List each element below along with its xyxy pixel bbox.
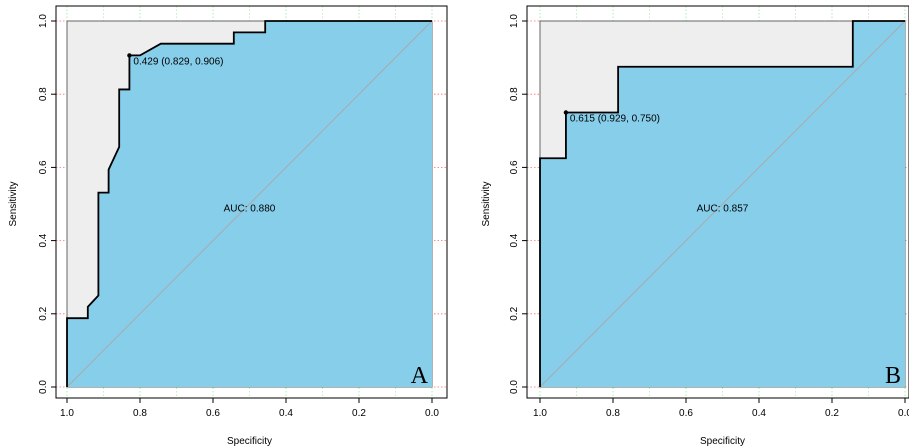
x-tick-label: 0.0 [898, 408, 909, 419]
x-axis-title: Specificity [227, 436, 272, 447]
best-threshold-point [563, 110, 569, 115]
y-tick-label: 0.8 [509, 87, 520, 101]
y-tick-label: 0.8 [38, 87, 49, 101]
x-tick-label: 0.4 [752, 408, 766, 419]
roc-panel-b: 0.615 (0.929, 0.750) AUC: 0.857 B 1.0 0.8 0.6… [481, 5, 909, 447]
y-tick-label: 1.0 [38, 14, 49, 28]
y-tick-label: 0.0 [38, 380, 49, 394]
x-tick-label: 0.6 [679, 408, 693, 419]
x-tick-label: 0.2 [825, 408, 839, 419]
x-axis-title: Specificity [700, 436, 745, 447]
roc-curve-line [539, 20, 905, 387]
best-threshold-label: 0.615 (0.929, 0.750) [570, 114, 660, 125]
x-tick-label: 0.8 [133, 408, 147, 419]
chance-diagonal-line [66, 20, 433, 388]
x-tick-label: 1.0 [533, 408, 547, 419]
y-axis-title: Sensitivity [481, 181, 492, 226]
panel-letter: A [411, 363, 429, 389]
best-threshold-point [127, 53, 132, 58]
x-tick-label: 0.6 [206, 408, 220, 419]
roc-curve-line [66, 20, 432, 387]
roc-panel-a: 0.429 (0.829, 0.906) AUC: 0.880 A 1.0 0.8 0.6… [8, 5, 448, 447]
y-tick-label: 0.6 [38, 160, 49, 174]
x-tick-label: 0.0 [425, 408, 439, 419]
panel-letter: B [885, 363, 901, 389]
y-axis-title: Sensitivity [8, 181, 19, 226]
x-tick-label: 1.0 [60, 408, 74, 419]
plot-frame [526, 5, 909, 399]
y-tick-label: 0.2 [509, 306, 520, 320]
y-tick-label: 0.4 [38, 233, 49, 247]
x-tick-label: 0.4 [279, 408, 293, 419]
y-tick-label: 0.4 [509, 233, 520, 247]
chance-diagonal-line [539, 20, 906, 388]
best-threshold-label: 0.429 (0.829, 0.906) [133, 56, 223, 67]
auc-label: AUC: 0.857 [697, 203, 749, 214]
x-tick-label: 0.8 [606, 408, 620, 419]
y-tick-label: 0.0 [509, 380, 520, 394]
auc-label: AUC: 0.880 [224, 203, 276, 214]
plot-frame [55, 5, 448, 399]
y-tick-label: 0.2 [38, 306, 49, 320]
x-tick-label: 0.2 [352, 408, 366, 419]
y-tick-label: 0.6 [509, 160, 520, 174]
y-tick-label: 1.0 [509, 14, 520, 28]
